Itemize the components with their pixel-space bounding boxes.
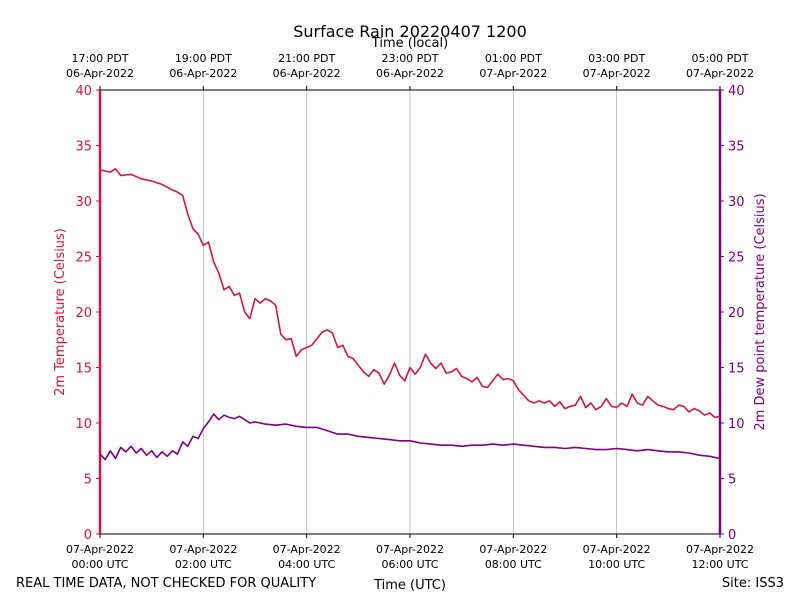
x-tick-label-top-date: 06-Apr-2022 (273, 67, 341, 80)
y-tick-label-left: 35 (75, 140, 92, 155)
tick-labels: 0 0 5 5 10 10 15 15 20 20 25 25 30 30 35 35 40 40 07-Apr-2… (66, 52, 754, 571)
y-tick-label-right: 0 (728, 528, 736, 543)
y-tick-label-right: 15 (728, 362, 745, 377)
x-tick-label-bottom-time: 04:00 UTC (278, 558, 335, 571)
x-tick-label-bottom-time: 06:00 UTC (381, 558, 438, 571)
x-tick-label-bottom-time: 10:00 UTC (588, 558, 645, 571)
x-tick-label-bottom-time: 02:00 UTC (175, 558, 232, 571)
x-tick-label-top-time: 01:00 PDT (485, 52, 542, 65)
x-tick-label-bottom-date: 07-Apr-2022 (686, 543, 754, 556)
x-tick-label-top-time: 19:00 PDT (175, 52, 232, 65)
x-tick-label-bottom-date: 07-Apr-2022 (479, 543, 547, 556)
x-tick-label-bottom-date: 07-Apr-2022 (273, 543, 341, 556)
x-tick-label-bottom-date: 07-Apr-2022 (583, 543, 651, 556)
temperature-line (99, 168, 721, 419)
x-tick-label-top-date: 06-Apr-2022 (169, 67, 237, 80)
y-tick-label-right: 40 (728, 84, 745, 99)
x-tick-label-bottom-date: 07-Apr-2022 (169, 543, 237, 556)
left-axis-label: 2m Temperature (Celsius) (53, 228, 68, 396)
x-tick-label-top-date: 06-Apr-2022 (66, 67, 134, 80)
top-axis-label: Time (local) (371, 36, 448, 51)
x-tick-label-top-date: 06-Apr-2022 (376, 67, 444, 80)
x-tick-label-bottom-date: 07-Apr-2022 (376, 543, 444, 556)
y-tick-label-left: 0 (84, 528, 92, 543)
chart-title: Surface Rain 20220407 1200 (293, 22, 527, 41)
x-tick-label-top-date: 07-Apr-2022 (583, 67, 651, 80)
x-tick-label-top-date: 07-Apr-2022 (686, 67, 754, 80)
y-tick-label-right: 20 (728, 306, 745, 321)
dewpoint-line (99, 413, 721, 461)
y-tick-label-left: 5 (84, 473, 92, 488)
x-tick-label-bottom-date: 07-Apr-2022 (66, 543, 134, 556)
y-tick-label-left: 15 (75, 362, 92, 377)
x-tick-label-top-time: 05:00 PDT (691, 52, 748, 65)
grid-lines (202, 90, 618, 534)
y-tick-label-right: 5 (728, 473, 736, 488)
x-tick-label-bottom-time: 08:00 UTC (485, 558, 542, 571)
y-tick-label-left: 25 (75, 251, 92, 266)
quality-disclaimer: REAL TIME DATA, NOT CHECKED FOR QUALITY (16, 576, 316, 591)
x-tick-label-bottom-time: 00:00 UTC (71, 558, 128, 571)
x-tick-label-top-time: 23:00 PDT (381, 52, 438, 65)
y-tick-label-left: 20 (75, 306, 92, 321)
x-tick-label-top-time: 03:00 PDT (588, 52, 645, 65)
y-tick-label-right: 10 (728, 417, 745, 432)
right-axis-label: 2m Dew point temperature (Celsius) (753, 193, 768, 430)
y-tick-label-left: 40 (75, 84, 92, 99)
y-tick-label-right: 30 (728, 195, 745, 210)
x-tick-label-top-date: 07-Apr-2022 (479, 67, 547, 80)
x-tick-label-bottom-time: 12:00 UTC (691, 558, 748, 571)
y-tick-label-left: 30 (75, 195, 92, 210)
bottom-axis-label: Time (UTC) (373, 578, 446, 593)
x-tick-label-top-time: 17:00 PDT (71, 52, 128, 65)
y-tick-label-left: 10 (75, 417, 92, 432)
y-tick-label-right: 25 (728, 251, 745, 266)
y-tick-label-right: 35 (728, 140, 745, 155)
series-lines (99, 168, 721, 461)
site-label: Site: ISS3 (722, 576, 784, 591)
x-tick-label-top-time: 21:00 PDT (278, 52, 335, 65)
